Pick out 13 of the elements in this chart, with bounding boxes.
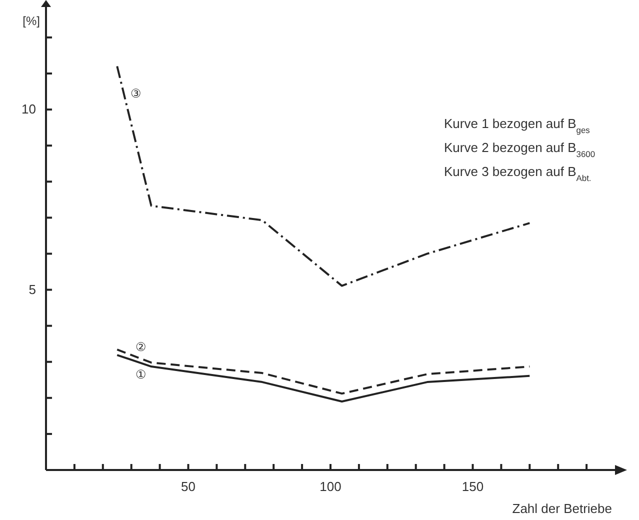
annotation: Kurve 1 bezogen auf B$_{ges}$: [444, 116, 590, 135]
annotation: Kurve 2 bezogen auf B$_{3600}$: [444, 140, 596, 159]
x-tick-label: 150: [462, 479, 484, 494]
x-axis-title: Zahl der Betriebe: [512, 501, 612, 516]
series-label: ③: [130, 86, 142, 100]
y-tick-label: 10: [22, 102, 36, 117]
y-tick-label: 5: [28, 282, 36, 297]
series-label: ①: [136, 367, 147, 382]
x-tick-label: 100: [320, 479, 342, 494]
series-label: ②: [136, 340, 147, 354]
x-tick-label: 50: [181, 479, 196, 494]
y-axis-title: [%]: [22, 14, 40, 28]
annotation: Kurve 3 bezogen auf B$_{Abt.}$: [444, 164, 592, 183]
